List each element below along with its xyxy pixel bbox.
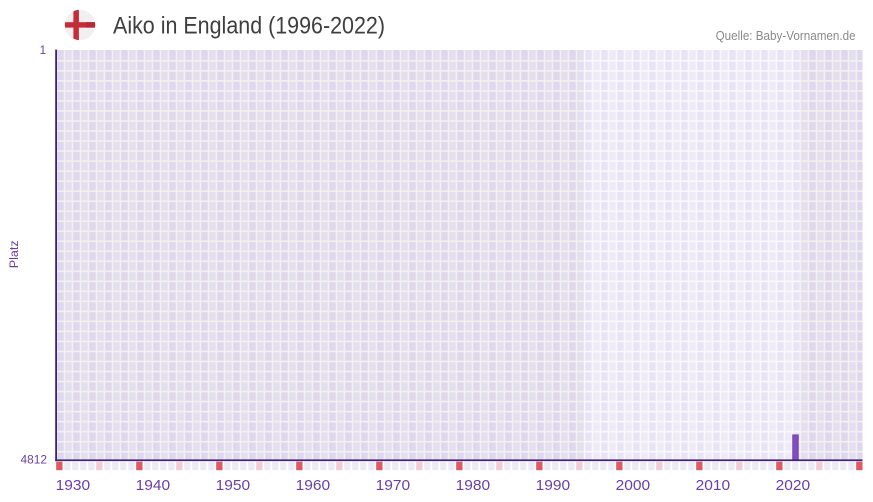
svg-text:4812: 4812 xyxy=(21,455,48,467)
svg-text:Platz: Platz xyxy=(9,240,21,268)
svg-text:1960: 1960 xyxy=(296,477,331,494)
svg-text:1940: 1940 xyxy=(136,477,171,494)
svg-text:1980: 1980 xyxy=(456,477,491,494)
svg-text:2020: 2020 xyxy=(776,477,811,494)
svg-text:2010: 2010 xyxy=(696,477,731,494)
svg-text:1990: 1990 xyxy=(536,477,571,494)
svg-text:1950: 1950 xyxy=(216,477,251,494)
svg-text:Aiko in England (1996-2022): Aiko in England (1996-2022) xyxy=(113,12,385,39)
svg-text:1: 1 xyxy=(40,45,46,57)
svg-text:1970: 1970 xyxy=(376,477,411,494)
svg-text:1930: 1930 xyxy=(56,477,91,494)
svg-text:Quelle: Baby-Vornamen.de: Quelle: Baby-Vornamen.de xyxy=(716,29,856,43)
svg-text:2000: 2000 xyxy=(616,477,651,494)
